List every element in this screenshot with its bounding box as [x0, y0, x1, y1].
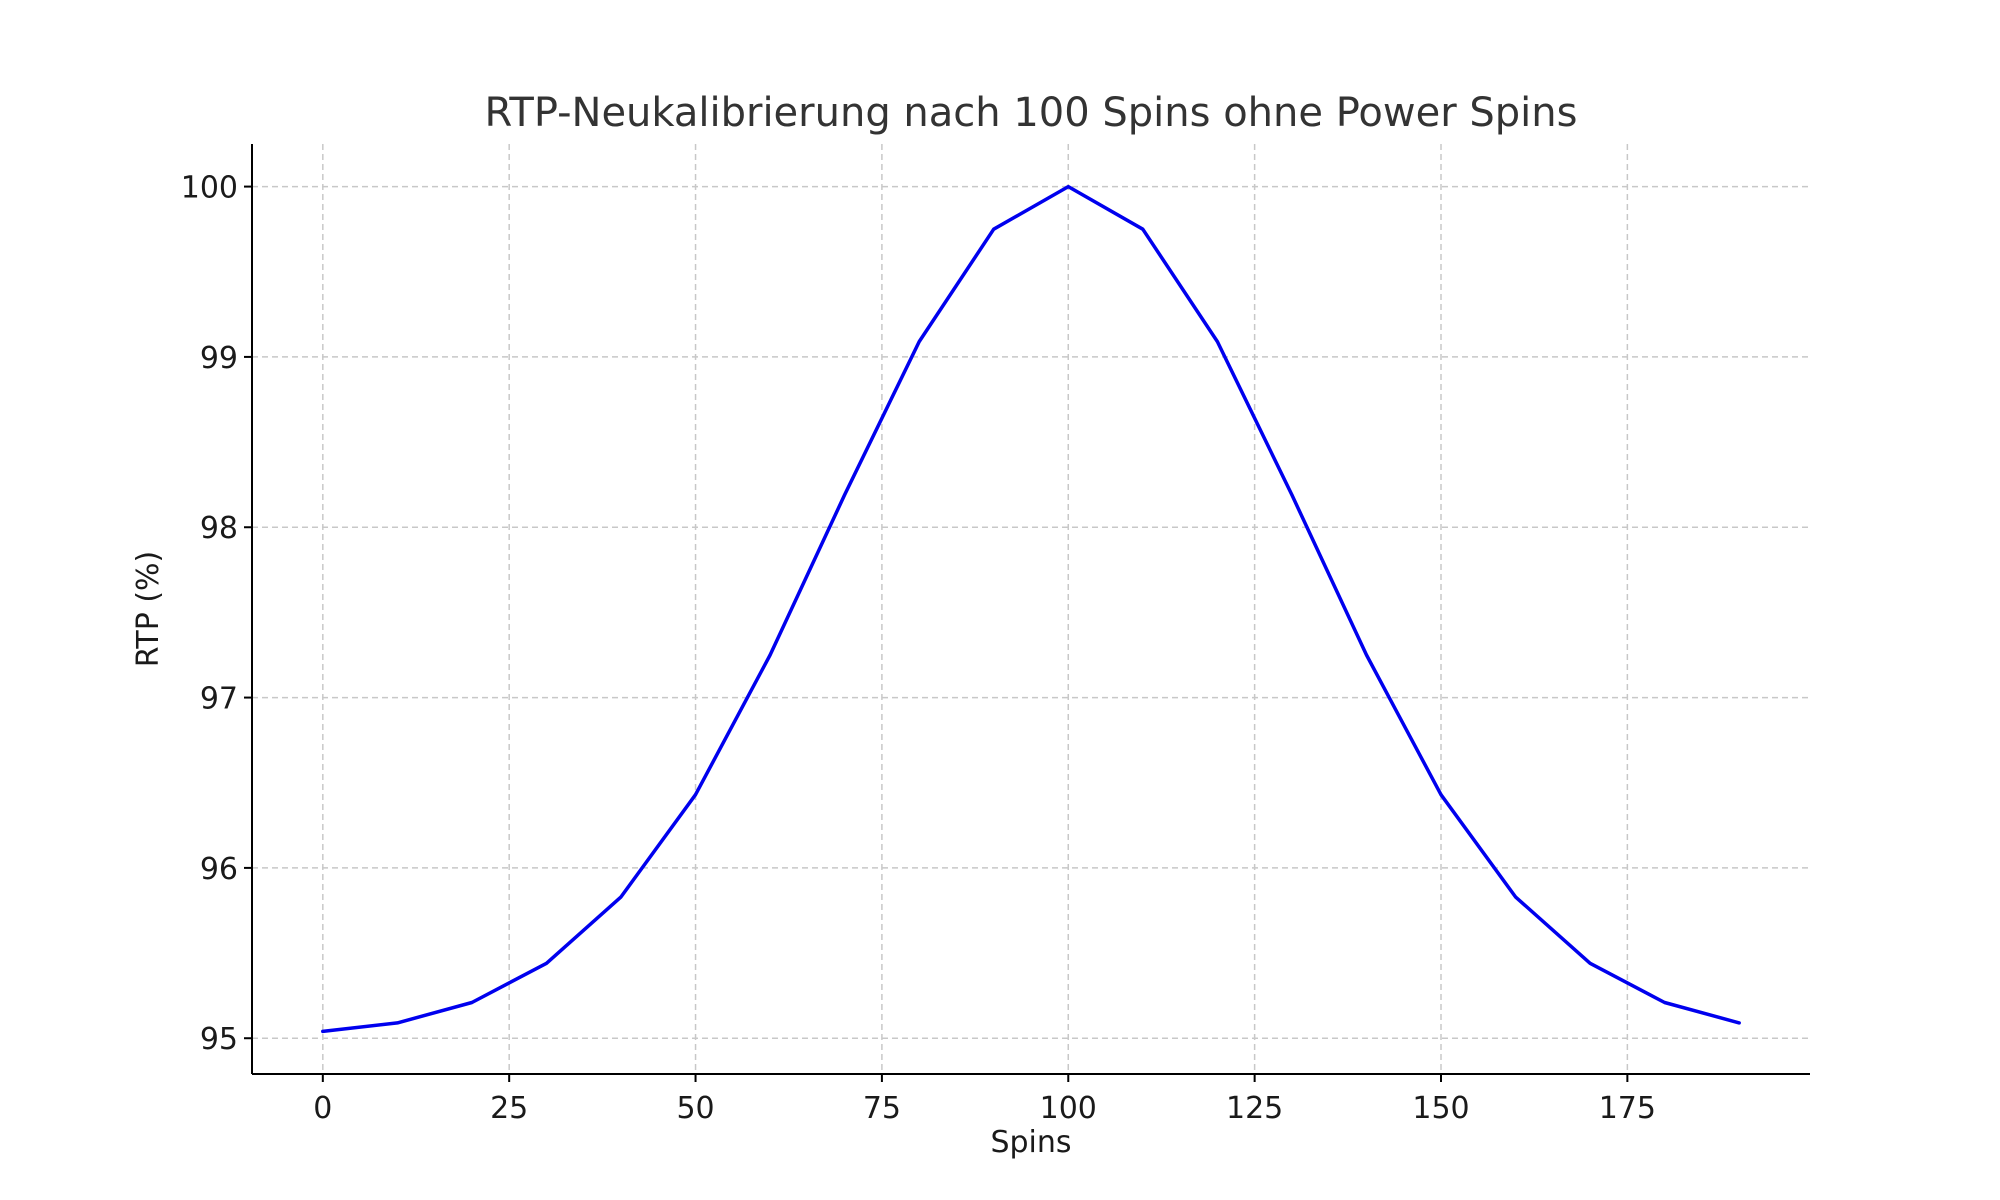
- y-tick-label: 96: [200, 852, 238, 887]
- axes: [251, 144, 1810, 1075]
- chart-title: RTP-Neukalibrierung nach 100 Spins ohne …: [485, 90, 1578, 136]
- x-tick-label: 0: [313, 1091, 332, 1126]
- y-tick-label: 98: [200, 511, 238, 546]
- x-tick-label: 175: [1599, 1091, 1656, 1126]
- series-line: [321, 184, 1741, 1034]
- y-tick-label: 99: [200, 341, 238, 376]
- y-tick-label: 97: [200, 682, 238, 717]
- x-tick-label: 25: [490, 1091, 528, 1126]
- series-layer: [321, 184, 1741, 1034]
- x-tick-label: 100: [1040, 1091, 1097, 1126]
- y-axis-label: RTP (%): [131, 551, 166, 668]
- ticks: 0 25 50 75 100 125 150 175 95 96 97 98 99 100: [181, 171, 1656, 1126]
- x-tick-label: 50: [676, 1091, 714, 1126]
- y-tick-label: 95: [200, 1022, 238, 1057]
- y-tick-label: 100: [181, 171, 238, 206]
- x-tick-label: 150: [1412, 1091, 1469, 1126]
- x-tick-label: 75: [863, 1091, 901, 1126]
- grid: [252, 144, 1810, 1074]
- x-tick-label: 125: [1226, 1091, 1283, 1126]
- x-axis-label: Spins: [990, 1125, 1071, 1160]
